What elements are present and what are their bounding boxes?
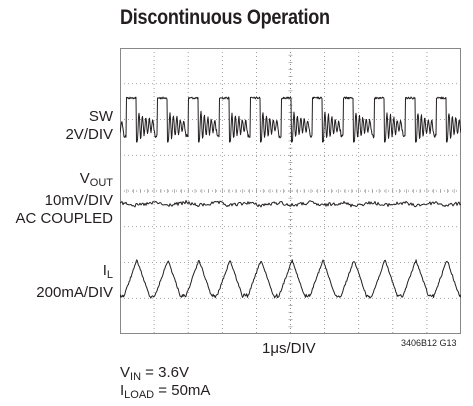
il-channel-label: IL 200mA/DIV	[36, 262, 113, 302]
vout-trace	[120, 200, 461, 208]
plot-grid	[120, 48, 461, 334]
figure-id: 3406B12 G13	[401, 338, 457, 348]
vout-channel-coupling: AC COUPLED	[15, 210, 113, 227]
sw-channel-label: SW 2V/DIV	[65, 108, 113, 144]
sw-trace	[120, 96, 461, 143]
vin-condition: VIN = 3.6V	[120, 364, 189, 383]
vout-channel-label: VOUT 10mV/DIV AC COUPLED	[15, 170, 113, 228]
chart-title: Discontinuous Operation	[120, 6, 330, 29]
x-axis-label: 1μs/DIV	[262, 340, 316, 357]
oscilloscope-plot	[120, 48, 461, 334]
vout-channel-scale: 10mV/DIV	[44, 192, 113, 209]
il-channel-scale: 200mA/DIV	[36, 284, 113, 301]
il-trace	[120, 259, 461, 299]
sw-channel-scale: 2V/DIV	[65, 126, 113, 143]
sw-channel-name: SW	[88, 108, 113, 125]
iload-condition: ILOAD = 50mA	[120, 382, 211, 401]
il-channel-name: IL	[102, 262, 113, 281]
vout-channel-name: VOUT	[79, 170, 113, 189]
